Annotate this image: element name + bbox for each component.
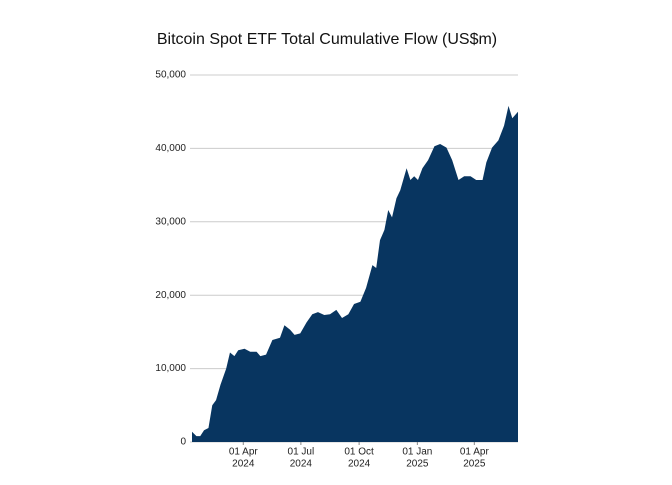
y-tick-label: 20,000 [155, 290, 186, 301]
x-tick-label: 2024 [290, 459, 313, 470]
x-tick-label: 01 Apr [460, 447, 490, 458]
x-tick-label: 01 Jul [288, 447, 315, 458]
x-tick-label: 01 Jan [402, 447, 432, 458]
x-tick-label: 2025 [463, 459, 486, 470]
x-tick-label: 01 Apr [229, 447, 259, 458]
y-tick-label: 30,000 [155, 216, 186, 227]
x-tick-label: 2024 [232, 459, 255, 470]
chart-title: Bitcoin Spot ETF Total Cumulative Flow (… [157, 31, 497, 48]
area [192, 105, 518, 442]
x-tick-label: 2025 [406, 459, 429, 470]
y-tick-label: 50,000 [155, 70, 186, 81]
x-tick-label: 01 Oct [344, 447, 374, 458]
y-tick-label: 10,000 [155, 363, 186, 374]
y-tick-label: 40,000 [155, 143, 186, 154]
x-tick-label: 2024 [348, 459, 371, 470]
y-tick-label: 0 [180, 437, 186, 448]
